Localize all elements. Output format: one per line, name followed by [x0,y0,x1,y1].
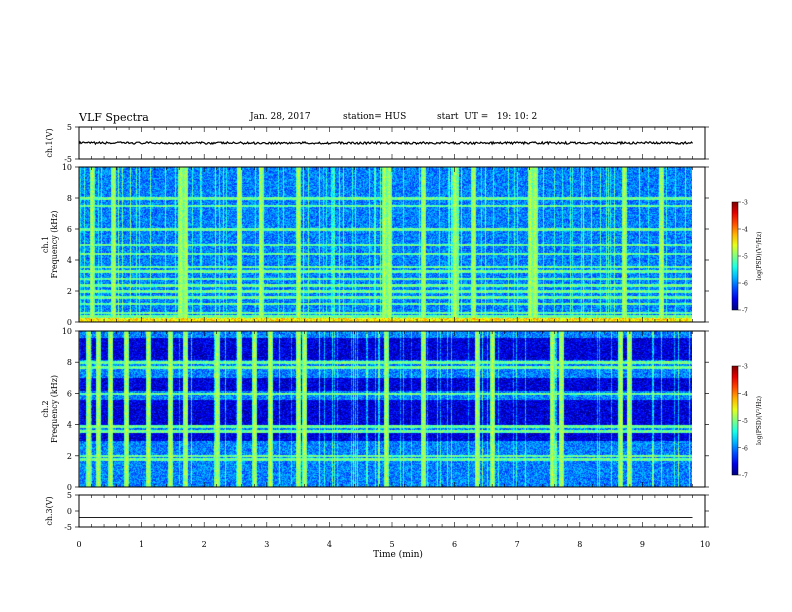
ch1-waveform-panel: 5 -5 ch.1(V) [45,123,709,164]
y-tick-label: 6 [67,225,72,234]
y-tick-label: 5 [67,491,72,500]
figure-title: VLF Spectra [79,111,149,124]
y-tick-label: 0 [67,483,72,492]
ch3-waveform-panel: 5 0 -5 ch.3(V) 0 1 2 3 4 5 6 7 8 9 10 [45,491,710,549]
colorbar-label: log(PSD)(V²/Hz) [756,396,763,445]
x-axis-label: Time (min) [373,549,423,560]
y-axis-label: Frequency (kHz) [50,375,59,443]
y-tick-label: 8 [67,194,72,203]
spectrogram-image [79,167,692,322]
y-tick-label: 4 [67,256,72,265]
spectrogram-image [79,331,692,487]
start-ut-label: start UT = 19: 10: 2 [437,112,538,122]
colorbar-tick-label: -7 [742,473,748,480]
y-tick-label: 10 [62,327,72,336]
colorbar-tick-label: -3 [742,364,748,371]
x-tick-label: 0 [76,540,81,549]
ch1-spectrogram-panel: 0 2 4 6 8 10 ch.1 Frequency (kHz) [41,163,709,327]
x-tick-label: 4 [327,540,332,549]
x-tick-label: 5 [389,540,394,549]
x-tick-label: 10 [700,540,710,549]
y-axis-label: ch.3(V) [45,496,54,525]
ch2-spectrogram-panel: 0 2 4 6 8 10 ch.2 Frequency (kHz) [41,327,709,492]
station-label: station= HUS [343,112,407,122]
colorbar [731,365,739,476]
y-tick-label: 10 [62,163,72,172]
x-tick-label: 1 [139,540,144,549]
y-tick-label: 2 [67,287,72,296]
colorbar-tick-label: -5 [742,418,748,425]
y-tick-label: -5 [64,155,72,164]
y-tick-label: 4 [67,421,72,430]
y-tick-label: 0 [67,318,72,327]
colorbar-tick-label: -4 [742,391,748,398]
x-tick-label: 3 [264,540,269,549]
x-tick-label: 8 [577,540,582,549]
y-axis-label: ch.1 [41,236,50,253]
colorbar-tick-label: -5 [742,254,748,261]
ch2-colorbar: -3 -4 -5 -6 -7 log(PSD)(V²/Hz) [731,364,763,480]
colorbar-tick-label: -6 [742,445,748,452]
y-tick-label: -5 [64,523,72,532]
colorbar [731,201,739,311]
ch1-colorbar: -3 -4 -5 -6 -7 log(PSD)(V²/Hz) [731,200,763,315]
colorbar-tick-label: -7 [742,308,748,315]
y-tick-label: 8 [67,358,72,367]
colorbar-tick-label: -6 [742,281,748,288]
date-label: Jan. 28, 2017 [250,112,311,122]
y-tick-label: 6 [67,389,72,398]
waveform-line [78,140,693,146]
colorbar-tick-label: -3 [742,200,748,207]
colorbar-label: log(PSD)(V²/Hz) [756,232,763,281]
x-tick-label: 2 [202,540,207,549]
y-tick-label: 0 [67,507,72,516]
y-axis-label: ch.1(V) [45,128,54,157]
x-tick-label: 7 [515,540,520,549]
y-tick-label: 2 [67,452,72,461]
y-axis-label: Frequency (kHz) [50,210,59,278]
colorbar-tick-label: -4 [742,227,748,234]
x-tick-label: 9 [640,540,645,549]
x-tick-label: 6 [452,540,457,549]
y-axis-label: ch.2 [41,400,50,417]
y-tick-label: 5 [67,123,72,132]
